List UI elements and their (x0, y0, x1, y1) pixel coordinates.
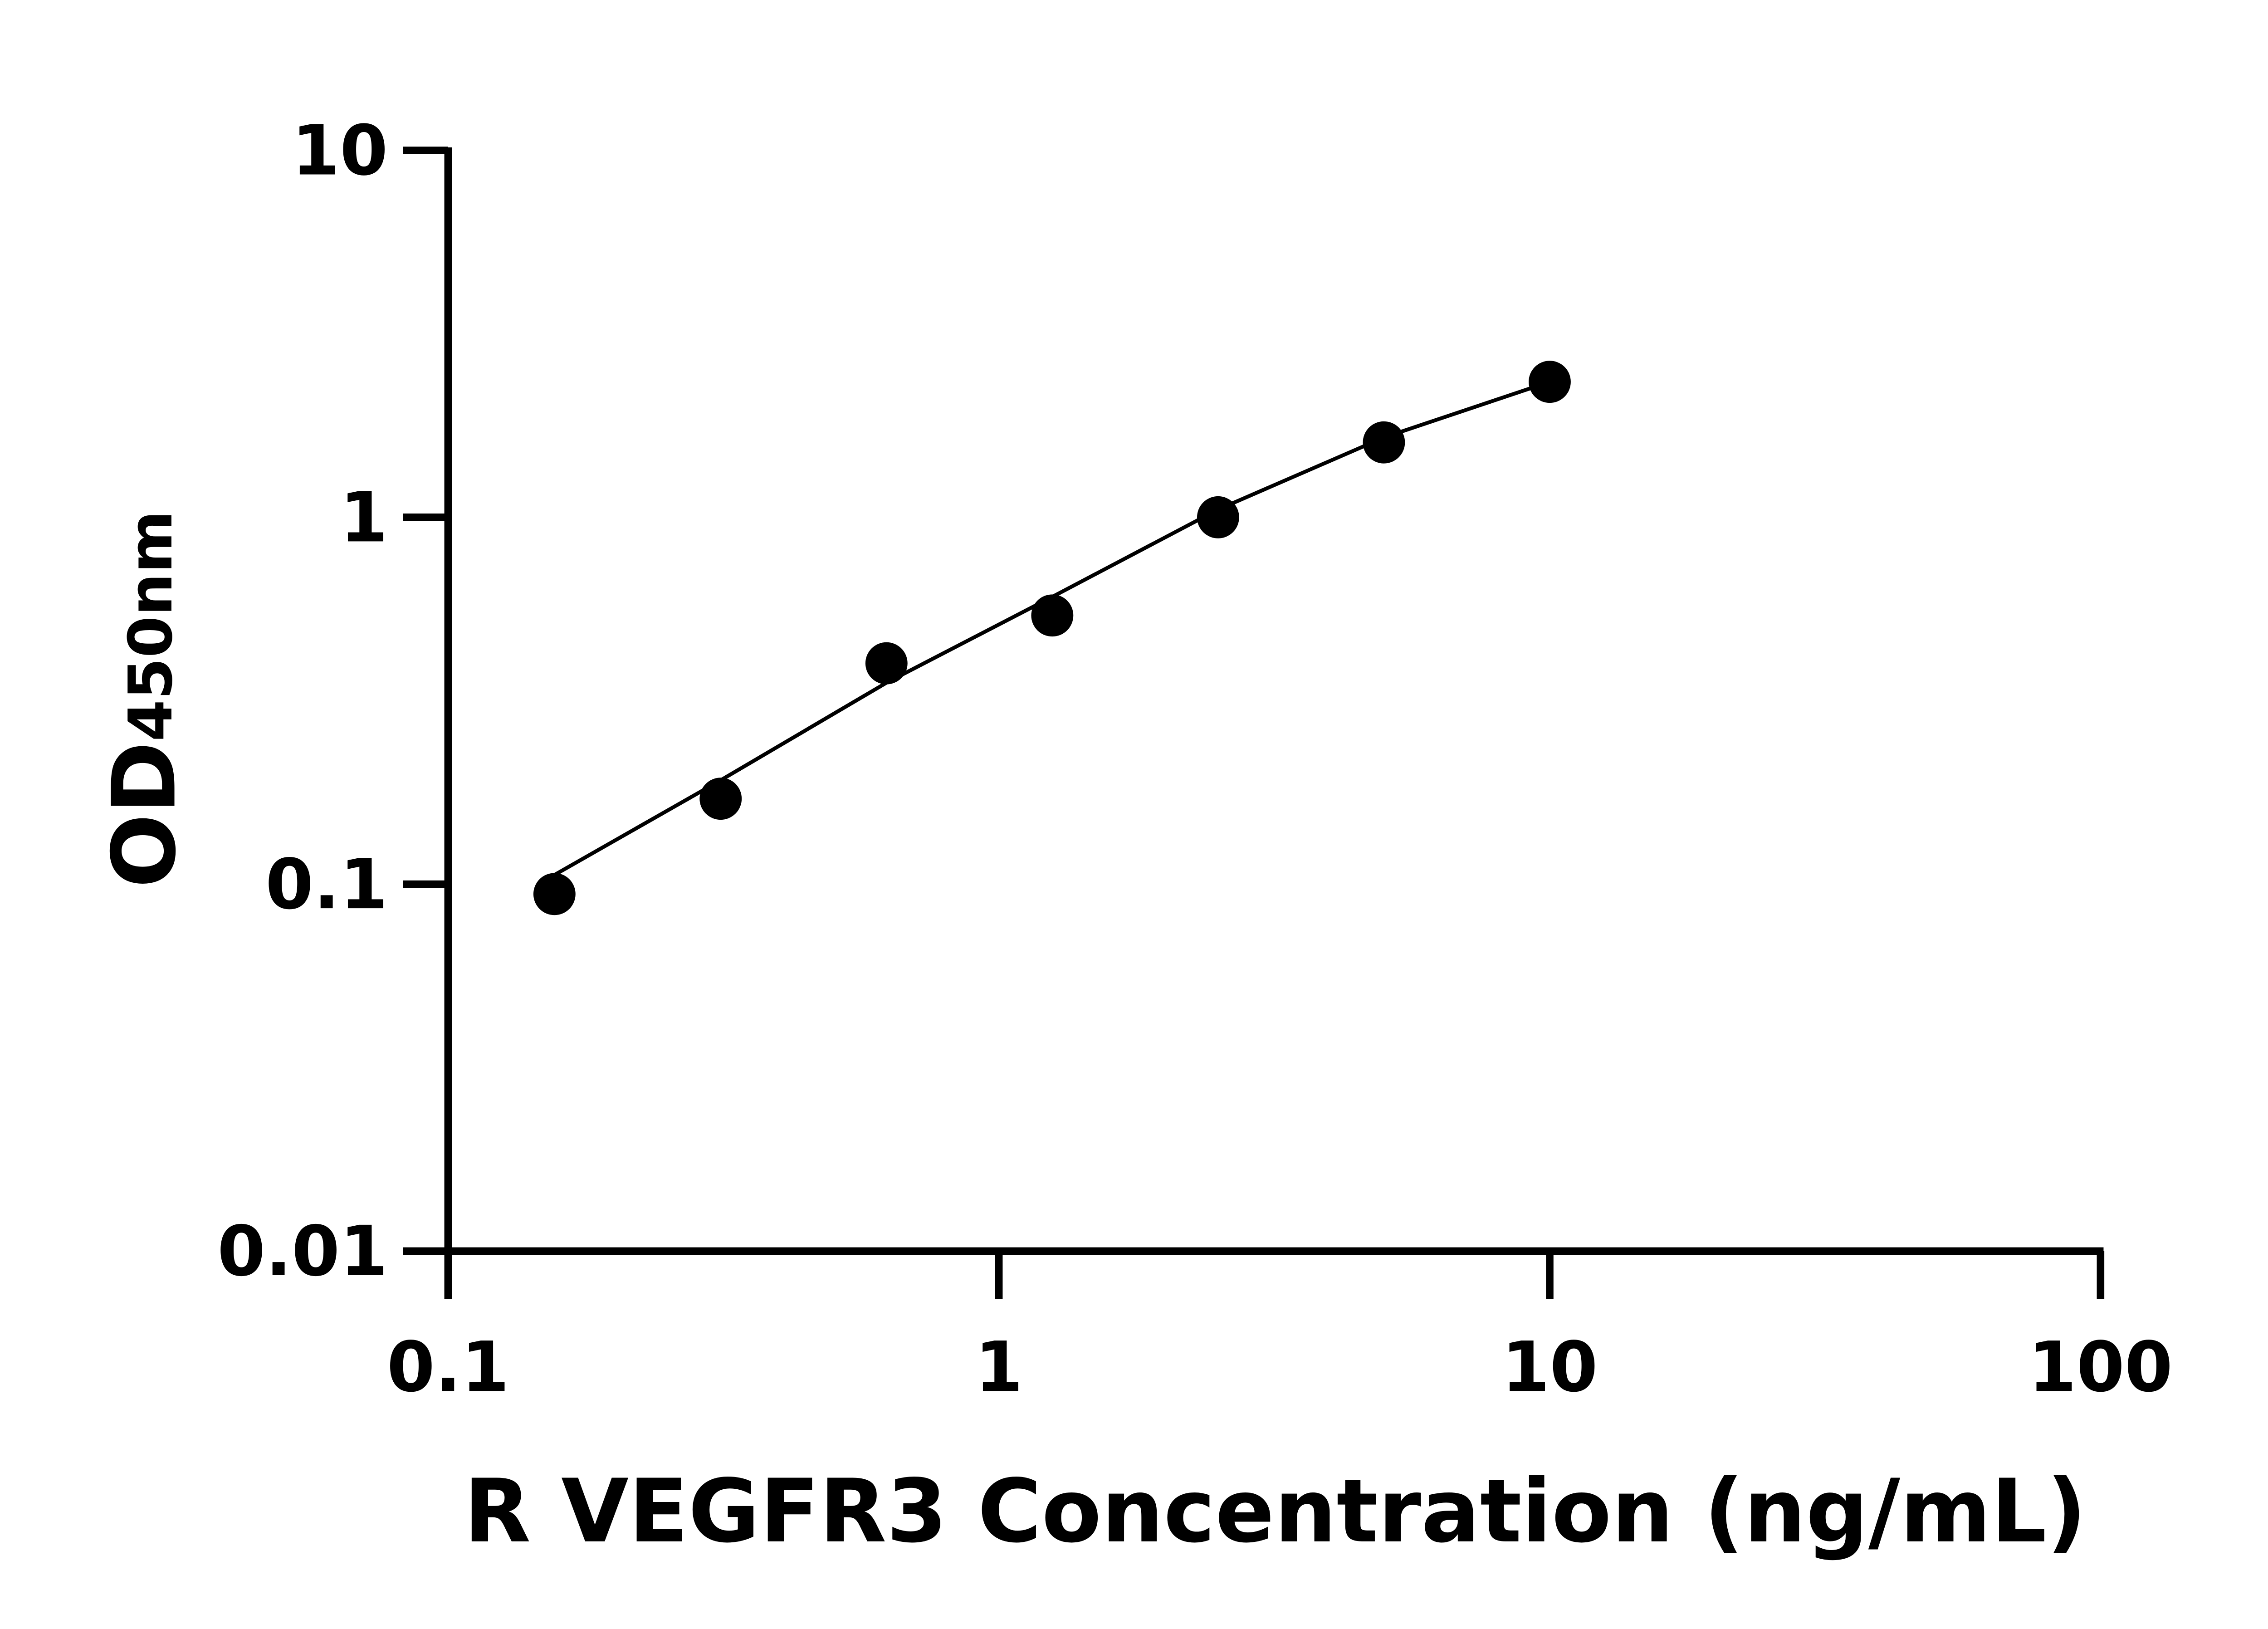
data-point (865, 642, 908, 685)
data-point (1031, 594, 1074, 637)
x-axis-title: R VEGFR3 Concentration (ng/mL) (464, 1461, 2087, 1562)
x-tick-label: 100 (2028, 1326, 2173, 1407)
y-tick-label: 10 (292, 110, 388, 191)
x-tick-label: 0.1 (387, 1326, 509, 1407)
data-point (1529, 361, 1571, 403)
data-point (1363, 421, 1405, 464)
data-point (533, 873, 576, 915)
x-tick-label: 1 (975, 1326, 1023, 1407)
data-point (699, 778, 742, 820)
y-tick-label: 0.1 (265, 844, 388, 925)
y-tick-label: 1 (340, 477, 388, 558)
data-point (1197, 496, 1239, 538)
y-tick-label: 0.01 (217, 1211, 388, 1291)
y-axis-title: OD450nm (94, 510, 196, 888)
y-axis-title-main: OD (94, 742, 196, 888)
y-axis-title-sub: 450nm (116, 510, 186, 741)
x-tick-label: 10 (1501, 1326, 1598, 1407)
